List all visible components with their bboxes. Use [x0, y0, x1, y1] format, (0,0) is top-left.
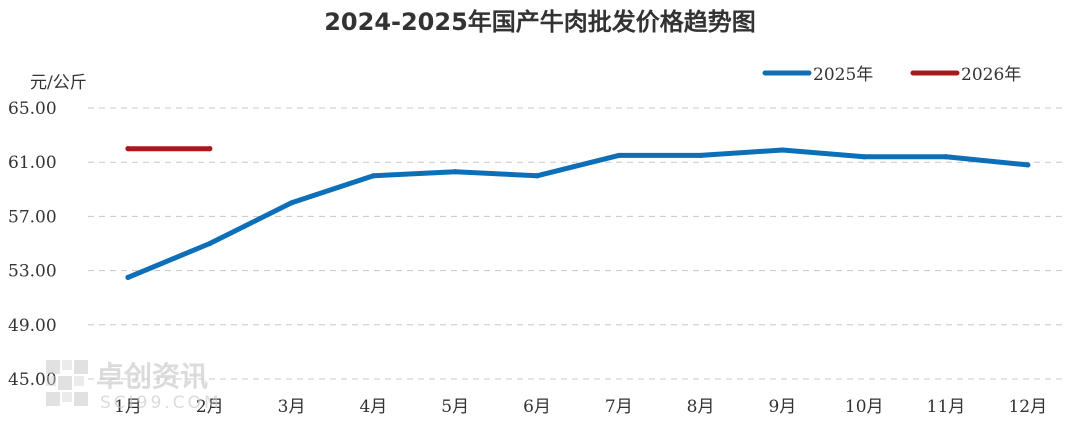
- y-axis-label: 元/公斤: [30, 73, 87, 93]
- data-point: [779, 147, 786, 153]
- y-tick-label: 53.00: [8, 262, 57, 282]
- x-tick-label: 2月: [196, 397, 224, 417]
- data-point: [943, 154, 949, 160]
- data-point: [534, 173, 540, 179]
- watermark-subtext: SCI99.COM: [100, 393, 222, 413]
- data-point: [370, 173, 376, 179]
- x-tick-label: 10月: [845, 397, 884, 417]
- x-axis-ticks: 1月 2月 3月 4月 5月 6月 7月 8月 9月 10月 11月 12月: [114, 397, 1047, 417]
- y-tick-label: 61.00: [8, 153, 57, 173]
- watermark: 卓创资讯 SCI99.COM: [46, 360, 222, 413]
- data-point: [616, 152, 622, 159]
- data-point: [125, 146, 131, 152]
- data-point: [452, 169, 458, 175]
- x-tick-label: 6月: [523, 397, 551, 417]
- watermark-logo-icon: [46, 360, 88, 406]
- x-tick-label: 11月: [927, 397, 966, 417]
- y-tick-label: 57.00: [8, 207, 57, 227]
- x-tick-label: 4月: [359, 397, 387, 417]
- grid-lines: [88, 107, 1062, 380]
- data-point: [207, 146, 213, 152]
- data-point: [861, 154, 867, 160]
- x-tick-label: 1月: [114, 397, 142, 417]
- y-tick-label: 65.00: [8, 99, 57, 119]
- legend-label: 2025年: [813, 65, 873, 85]
- data-point: [289, 200, 295, 206]
- series-lines: [125, 146, 1031, 280]
- legend: 2025年 2026年: [762, 65, 1021, 85]
- x-tick-label: 7月: [605, 397, 633, 417]
- series-line-0: [125, 147, 1031, 280]
- legend-label: 2026年: [961, 65, 1021, 85]
- y-axis-ticks: 65.00 61.00 57.00 53.00 49.00 45.00: [8, 99, 57, 390]
- data-point: [207, 240, 213, 247]
- data-point: [698, 152, 704, 159]
- x-tick-label: 12月: [1008, 397, 1047, 417]
- x-tick-label: 3月: [278, 397, 306, 417]
- y-tick-label: 49.00: [8, 316, 57, 336]
- x-tick-label: 5月: [441, 397, 469, 417]
- x-tick-label: 9月: [768, 397, 796, 417]
- y-tick-label: 45.00: [8, 370, 57, 390]
- chart-title: 2024-2025年国产牛肉批发价格趋势图: [324, 8, 756, 36]
- data-point: [1025, 162, 1031, 168]
- data-point: [125, 274, 131, 280]
- x-tick-label: 8月: [687, 397, 715, 417]
- watermark-text: 卓创资讯: [96, 360, 208, 393]
